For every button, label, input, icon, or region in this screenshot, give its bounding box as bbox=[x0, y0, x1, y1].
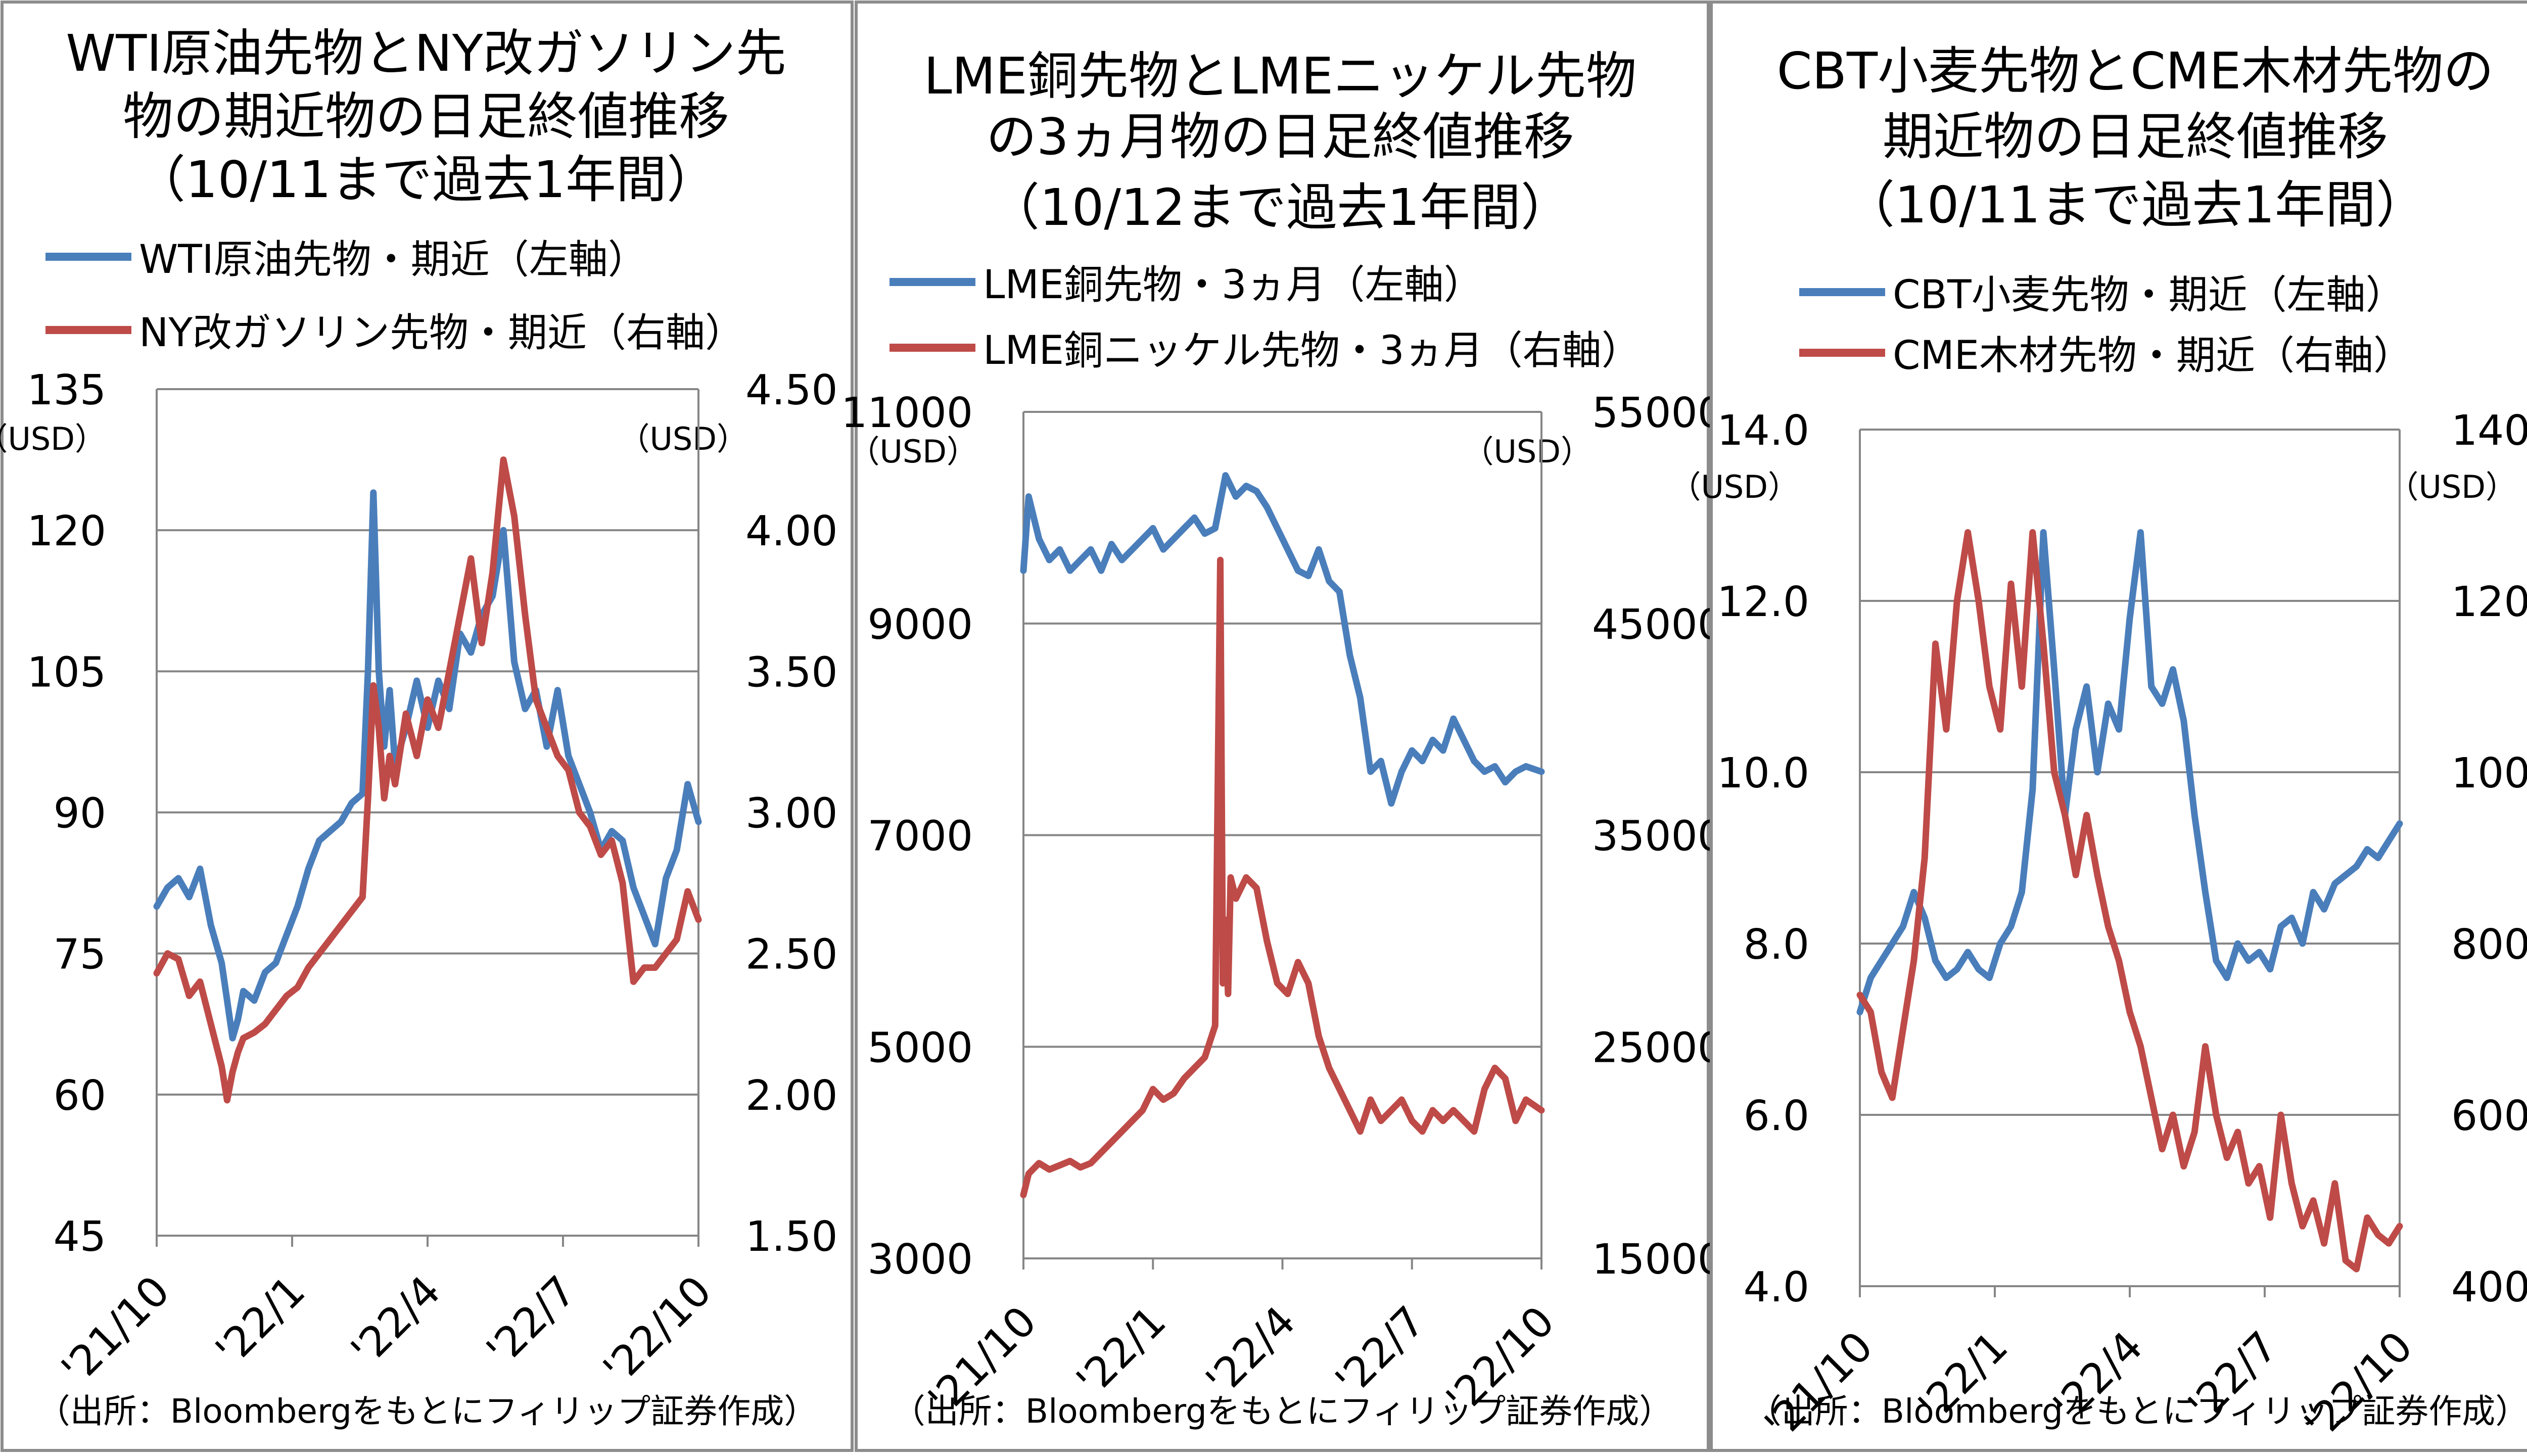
legend-label-1: CBT小麦先物・期近（左軸） bbox=[1893, 272, 2405, 318]
panel-border bbox=[855, 1, 1710, 1452]
y-right-tick-label: 4.00 bbox=[745, 507, 838, 555]
source-note: （出所：Bloombergをもとにフィリップ証券作成） bbox=[37, 1392, 817, 1431]
y-left-tick-label: 45 bbox=[54, 1213, 106, 1261]
chart-panel-1: WTI原油先物とNY改ガソリン先物の期近物の日足終値推移（10/11まで過去1年… bbox=[0, 1, 854, 1452]
y-left-tick-label: 135 bbox=[27, 366, 106, 414]
y-left-tick-label: 5000 bbox=[867, 1024, 973, 1072]
series-line-2 bbox=[1856, 529, 2403, 1273]
y-right-tick-label: 1400 bbox=[2451, 407, 2527, 455]
chart-title-line-1: CBT小麦先物とCME木材先物の bbox=[1777, 41, 2494, 101]
chart-title-line-2: の3ヵ月物の日足終値推移 bbox=[986, 107, 1574, 166]
y-left-tick-label: 6.0 bbox=[1744, 1092, 1809, 1140]
y-right-unit: （USD） bbox=[619, 420, 748, 457]
y-right-tick-label: 600 bbox=[2451, 1092, 2527, 1140]
y-right-unit: （USD） bbox=[1463, 433, 1592, 470]
y-right-tick-label: 800 bbox=[2451, 921, 2527, 969]
y-right-tick-label: 55000 bbox=[1592, 389, 1724, 437]
series-line-2 bbox=[1020, 556, 1545, 1198]
y-right-tick-label: 45000 bbox=[1592, 601, 1724, 649]
y-right-tick-label: 1200 bbox=[2451, 578, 2527, 626]
chart-title-line-2: 物の期近物の日足終値推移 bbox=[123, 87, 729, 146]
legend-label-2: LME銅ニッケル先物・3ヵ月（右軸） bbox=[983, 328, 1641, 373]
y-left-tick-label: 4.0 bbox=[1744, 1263, 1809, 1311]
series-line-1 bbox=[1856, 529, 2403, 1016]
y-right-tick-label: 2.50 bbox=[745, 931, 838, 979]
y-left-unit: （USD） bbox=[849, 433, 978, 470]
legend-label-1: WTI原油先物・期近（左軸） bbox=[139, 237, 647, 283]
y-left-tick-label: 14.0 bbox=[1717, 407, 1809, 455]
chart-title-line-1: WTI原油先物とNY改ガソリン先 bbox=[66, 24, 786, 83]
y-left-tick-label: 75 bbox=[54, 931, 106, 979]
chart-title-line-1: LME銅先物とLMEニッケル先物 bbox=[924, 46, 1636, 106]
y-right-tick-label: 1.50 bbox=[745, 1213, 838, 1261]
y-right-tick-label: 15000 bbox=[1592, 1236, 1724, 1284]
source-note: （出所：Bloombergをもとにフィリップ証券作成） bbox=[892, 1392, 1672, 1431]
y-left-tick-label: 3000 bbox=[867, 1236, 973, 1284]
y-left-tick-label: 60 bbox=[54, 1072, 106, 1120]
y-right-tick-label: 4.50 bbox=[745, 366, 838, 414]
y-right-unit: （USD） bbox=[2388, 468, 2517, 505]
y-left-tick-label: 8.0 bbox=[1744, 921, 1809, 969]
series-line-1 bbox=[1020, 472, 1545, 807]
y-left-unit: （USD） bbox=[1670, 468, 1799, 505]
y-right-tick-label: 400 bbox=[2451, 1263, 2527, 1311]
y-right-tick-label: 3.00 bbox=[745, 790, 838, 838]
legend-label-1: LME銅先物・3ヵ月（左軸） bbox=[983, 262, 1483, 308]
legend-label-2: NY改ガソリン先物・期近（右軸） bbox=[139, 310, 744, 356]
y-left-tick-label: 120 bbox=[27, 507, 106, 555]
y-left-tick-label: 7000 bbox=[867, 813, 973, 861]
y-left-tick-label: 12.0 bbox=[1717, 578, 1809, 626]
y-right-tick-label: 1000 bbox=[2451, 749, 2527, 797]
source-note: （出所：Bloombergをもとにフィリップ証券作成） bbox=[1748, 1392, 2527, 1431]
chart-title-line-3: （10/11まで過去1年間） bbox=[1844, 175, 2426, 234]
y-left-tick-label: 90 bbox=[54, 790, 106, 838]
y-left-tick-label: 11000 bbox=[841, 389, 973, 437]
y-right-tick-label: 35000 bbox=[1592, 813, 1724, 861]
chart-title-line-3: （10/12まで過去1年間） bbox=[989, 178, 1571, 237]
y-left-tick-label: 105 bbox=[27, 648, 106, 696]
chart-title-line-3: （10/11まで過去1年間） bbox=[135, 150, 717, 209]
chart-title-line-2: 期近物の日足終値推移 bbox=[1883, 107, 2388, 166]
series-line-2 bbox=[153, 456, 702, 1104]
y-right-tick-label: 2.00 bbox=[745, 1072, 838, 1120]
y-left-unit: （USD） bbox=[0, 420, 106, 457]
y-right-tick-label: 25000 bbox=[1592, 1024, 1724, 1072]
y-right-tick-label: 3.50 bbox=[745, 648, 838, 696]
y-left-tick-label: 9000 bbox=[867, 601, 973, 649]
y-left-tick-label: 10.0 bbox=[1717, 749, 1809, 797]
legend-label-2: CME木材先物・期近（右軸） bbox=[1893, 333, 2413, 379]
